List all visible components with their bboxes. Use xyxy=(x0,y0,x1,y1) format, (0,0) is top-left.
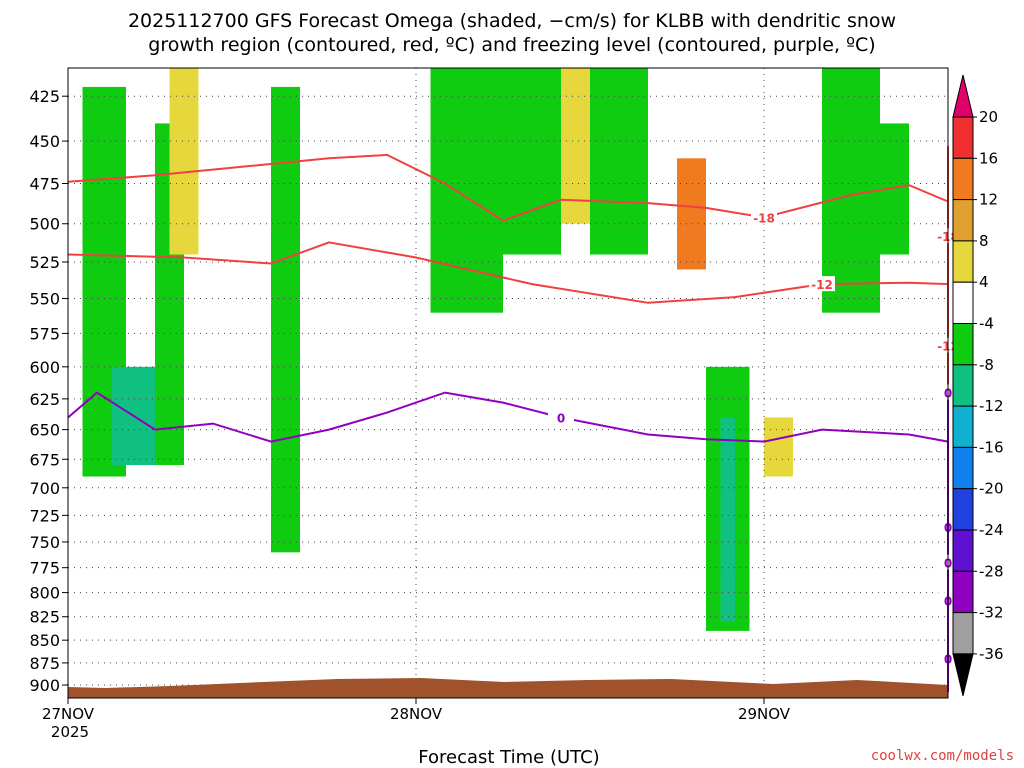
omega-cell xyxy=(720,417,735,622)
y-tick-label: 750 xyxy=(29,533,60,552)
y-tick-label: 825 xyxy=(29,608,60,627)
colorbar-label: -12 xyxy=(979,397,1004,415)
colorbar-band xyxy=(952,116,974,159)
y-axis-ticks: 425 450 475 500 525 550 575 600 625 650 675 700 725 7… xyxy=(29,87,68,695)
omega-cell xyxy=(430,68,503,313)
colorbar-label: 12 xyxy=(979,191,998,209)
colorbar-band xyxy=(952,446,974,490)
y-tick-label: 425 xyxy=(29,87,60,106)
colorbar-band xyxy=(952,570,974,614)
colorbar-band xyxy=(952,199,974,242)
y-tick-label: 525 xyxy=(29,253,60,272)
colorbar-label: -8 xyxy=(979,356,994,374)
colorbar-label: 4 xyxy=(979,273,989,291)
colorbar-band xyxy=(952,157,974,201)
credit-text: coolwx.com/models xyxy=(871,748,1014,764)
colorbar-band xyxy=(952,364,974,407)
colorbar-label: 20 xyxy=(979,108,998,126)
terrain-surface xyxy=(68,678,948,698)
colorbar-label: -20 xyxy=(979,480,1004,498)
colorbar-label: -4 xyxy=(979,315,994,333)
colorbar-band xyxy=(952,281,974,325)
omega-cell xyxy=(677,158,706,270)
colorbar: 20 16 12 8 4 -4 -8 -12 -16 -20 -24 -28 -32 -36 xyxy=(952,74,1004,697)
x-tick-label: 29NOV xyxy=(738,705,791,723)
colorbar-label: -32 xyxy=(979,604,1004,622)
y-tick-label: 500 xyxy=(29,215,60,234)
omega-cell xyxy=(764,417,793,477)
chart-title-line-2: growth region (contoured, red, ºC) and f… xyxy=(148,34,875,56)
colorbar-max-triangle xyxy=(952,74,974,118)
colorbar-label: -16 xyxy=(979,438,1004,456)
omega-cell xyxy=(503,68,561,255)
colorbar-label: 8 xyxy=(979,232,989,250)
y-tick-label: 625 xyxy=(29,390,60,409)
y-tick-label: 550 xyxy=(29,290,60,309)
dgz-contour-label: -12 xyxy=(811,278,833,292)
y-tick-label: 725 xyxy=(29,506,60,525)
y-tick-label: 675 xyxy=(29,450,60,469)
colorbar-label: -24 xyxy=(979,521,1004,539)
colorbar-band xyxy=(952,612,974,655)
y-tick-label: 475 xyxy=(29,174,60,193)
dgz-contour-line xyxy=(67,241,949,418)
y-tick-label: 700 xyxy=(29,479,60,498)
y-tick-label: 900 xyxy=(29,676,60,695)
dgz-label-bg xyxy=(751,209,777,225)
freezing-contour-line xyxy=(67,391,949,690)
terrain-fill xyxy=(68,678,948,698)
colorbar-label: 16 xyxy=(979,149,998,167)
x-axis-ticks: 27NOV28NOV29NOV30NOV1DEC2DEC3DEC4DEC xyxy=(42,698,791,723)
y-tick-label: 775 xyxy=(29,559,60,578)
colorbar-band xyxy=(952,323,974,366)
omega-cell xyxy=(169,68,199,255)
plot-frame xyxy=(67,67,949,699)
y-tick-label: 875 xyxy=(29,654,60,673)
y-tick-label: 450 xyxy=(29,132,60,151)
colorbar-band xyxy=(952,240,974,283)
y-tick-label: 600 xyxy=(29,358,60,377)
dgz-label-bg xyxy=(809,276,835,292)
x-tick-label: 27NOV xyxy=(42,705,95,723)
freezing-contour-label: 0 xyxy=(557,411,565,425)
y-tick-label: 850 xyxy=(29,631,60,650)
omega-cell xyxy=(561,68,590,224)
colorbar-band xyxy=(952,529,974,572)
dgz-contour-label: -18 xyxy=(753,211,775,225)
y-tick-label: 650 xyxy=(29,421,60,440)
omega-cell xyxy=(271,86,300,553)
colorbar-label: -36 xyxy=(979,645,1004,663)
y-tick-label: 575 xyxy=(29,324,60,343)
chart-title-line-1: 2025112700 GFS Forecast Omega (shaded, −… xyxy=(128,10,896,32)
colorbar-label: -28 xyxy=(979,562,1004,580)
omega-cell xyxy=(822,68,880,313)
x-year-label: 2025 xyxy=(51,723,89,741)
x-axis-title: Forecast Time (UTC) xyxy=(418,747,599,768)
freezing-label-bg xyxy=(548,409,574,425)
x-tick-label: 28NOV xyxy=(390,705,443,723)
omega-cell xyxy=(590,68,648,255)
colorbar-band xyxy=(952,488,974,531)
colorbar-min-triangle xyxy=(952,653,974,697)
colorbar-band xyxy=(952,405,974,448)
omega-shading xyxy=(82,68,909,631)
y-tick-label: 800 xyxy=(29,584,60,603)
